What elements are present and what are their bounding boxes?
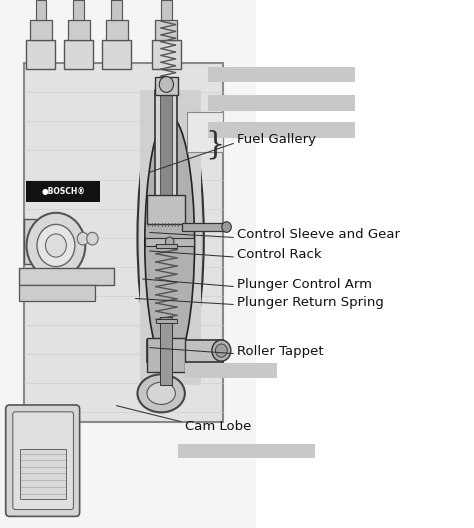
FancyBboxPatch shape	[64, 40, 93, 69]
FancyBboxPatch shape	[26, 40, 55, 69]
FancyBboxPatch shape	[0, 0, 256, 528]
Ellipse shape	[165, 237, 174, 247]
FancyBboxPatch shape	[178, 444, 315, 458]
FancyBboxPatch shape	[145, 238, 194, 246]
FancyBboxPatch shape	[111, 0, 122, 20]
FancyBboxPatch shape	[102, 40, 131, 69]
Circle shape	[87, 232, 98, 245]
FancyBboxPatch shape	[19, 285, 95, 301]
Ellipse shape	[215, 344, 228, 357]
FancyBboxPatch shape	[156, 244, 177, 248]
Circle shape	[27, 213, 85, 278]
FancyBboxPatch shape	[147, 195, 185, 224]
Circle shape	[37, 224, 75, 267]
FancyBboxPatch shape	[160, 317, 172, 385]
Text: Control Sleeve and Gear: Control Sleeve and Gear	[237, 228, 400, 241]
FancyBboxPatch shape	[155, 20, 177, 40]
Ellipse shape	[137, 374, 185, 412]
FancyBboxPatch shape	[13, 412, 73, 510]
Text: }: }	[205, 129, 224, 160]
Text: Plunger Return Spring: Plunger Return Spring	[237, 296, 384, 308]
FancyBboxPatch shape	[152, 40, 181, 69]
Text: Cam Lobe: Cam Lobe	[185, 420, 251, 432]
FancyBboxPatch shape	[182, 223, 228, 231]
Ellipse shape	[212, 340, 231, 361]
Text: Plunger Control Arm: Plunger Control Arm	[237, 278, 372, 290]
FancyBboxPatch shape	[185, 363, 277, 378]
Ellipse shape	[159, 77, 173, 92]
Text: Fuel Gallery: Fuel Gallery	[237, 134, 316, 146]
FancyBboxPatch shape	[208, 67, 355, 82]
FancyBboxPatch shape	[6, 405, 80, 516]
FancyBboxPatch shape	[24, 219, 36, 264]
Ellipse shape	[222, 222, 231, 232]
Circle shape	[77, 232, 89, 245]
FancyBboxPatch shape	[187, 112, 223, 152]
FancyBboxPatch shape	[30, 20, 52, 40]
FancyBboxPatch shape	[208, 122, 355, 138]
FancyBboxPatch shape	[68, 20, 90, 40]
Circle shape	[46, 234, 66, 257]
FancyBboxPatch shape	[19, 268, 114, 285]
FancyBboxPatch shape	[20, 449, 66, 499]
FancyBboxPatch shape	[160, 91, 172, 200]
FancyBboxPatch shape	[26, 181, 100, 202]
FancyBboxPatch shape	[163, 87, 174, 100]
FancyBboxPatch shape	[147, 338, 185, 372]
Text: Control Rack: Control Rack	[237, 248, 322, 261]
FancyBboxPatch shape	[106, 20, 128, 40]
FancyBboxPatch shape	[155, 90, 177, 201]
Ellipse shape	[137, 90, 204, 385]
FancyBboxPatch shape	[155, 77, 178, 95]
Text: Roller Tappet: Roller Tappet	[237, 345, 324, 357]
Ellipse shape	[145, 116, 194, 370]
FancyBboxPatch shape	[156, 319, 177, 323]
FancyBboxPatch shape	[36, 0, 46, 20]
FancyBboxPatch shape	[73, 0, 84, 20]
FancyBboxPatch shape	[24, 63, 223, 422]
FancyBboxPatch shape	[161, 0, 172, 20]
FancyBboxPatch shape	[147, 340, 223, 362]
Text: ●BOSCH®: ●BOSCH®	[41, 186, 85, 196]
FancyBboxPatch shape	[208, 95, 355, 111]
Ellipse shape	[147, 382, 175, 404]
FancyBboxPatch shape	[140, 90, 201, 385]
